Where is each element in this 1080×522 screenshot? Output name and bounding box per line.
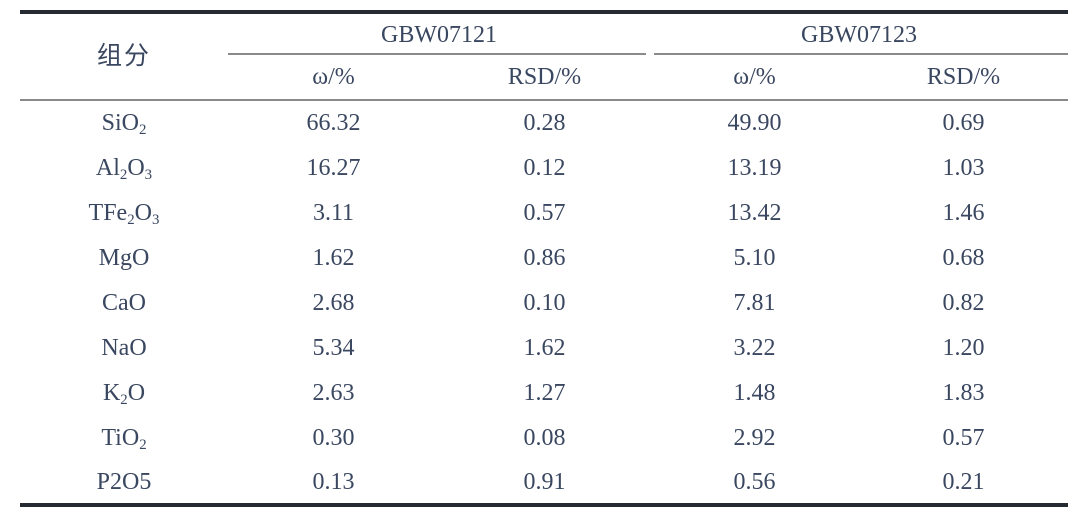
subcolumn-header-rsd-1: RSD/%	[439, 55, 650, 101]
value-cell: 13.19	[727, 154, 782, 181]
value-cell: 0.12	[523, 154, 566, 181]
analysis-results-table: 组分 GBW07121 GBW07123 ω/% RSD/% ω/% RSD/%…	[20, 10, 1068, 507]
component-cell: K2O	[102, 379, 146, 408]
table-row: Al2O3 16.27 0.12 13.19 1.03	[20, 145, 1068, 190]
component-cell: P2O5	[96, 468, 152, 495]
group-header-gbw07123: GBW07123	[650, 12, 1068, 55]
value-cell: 3.22	[733, 334, 776, 361]
subheader-row: ω/% RSD/% ω/% RSD/%	[20, 55, 1068, 101]
value-cell: 0.28	[523, 110, 566, 136]
value-cell: 0.08	[523, 424, 566, 451]
value-cell: 49.90	[727, 110, 782, 136]
subcolumn-header-rsd-2: RSD/%	[859, 55, 1068, 101]
value-cell: 1.83	[942, 379, 985, 406]
table-row: SiO2 66.32 0.28 49.90 0.69	[20, 100, 1068, 145]
value-cell: 5.10	[733, 244, 776, 271]
value-cell: 0.86	[523, 244, 566, 271]
value-cell: 0.13	[312, 468, 355, 495]
group-underline	[228, 53, 646, 55]
table-row: TFe2O3 3.11 0.57 13.42 1.46	[20, 190, 1068, 235]
value-cell: 0.82	[942, 289, 985, 316]
table-row: NaO 5.34 1.62 3.22 1.20	[20, 325, 1068, 370]
value-cell: 1.03	[942, 154, 985, 181]
value-cell: 1.20	[942, 334, 985, 361]
value-cell: 0.30	[312, 424, 355, 451]
subcolumn-header-omega-1: ω/%	[228, 55, 439, 101]
component-cell: MgO	[98, 244, 150, 271]
table-row: TiO2 0.30 0.08 2.92 0.57	[20, 415, 1068, 460]
value-cell: 0.57	[523, 199, 566, 226]
component-cell: Al2O3	[95, 154, 153, 183]
value-cell: 2.92	[733, 424, 776, 451]
component-cell: NaO	[101, 334, 147, 361]
subcolumn-header-omega-2: ω/%	[650, 55, 859, 101]
value-cell: 13.42	[727, 199, 782, 226]
component-column-header: 组分	[20, 12, 228, 101]
component-cell: TiO2	[101, 424, 147, 453]
value-cell: 16.27	[306, 154, 361, 181]
value-cell: 0.69	[942, 110, 985, 136]
value-cell: 2.63	[312, 379, 355, 406]
component-cell: CaO	[102, 289, 146, 316]
value-cell: 0.56	[733, 468, 776, 495]
value-cell: 66.32	[306, 110, 361, 136]
value-cell: 0.91	[523, 468, 566, 495]
value-cell: 2.68	[312, 289, 355, 316]
value-cell: 1.46	[942, 199, 985, 226]
table-header: 组分 GBW07121 GBW07123 ω/% RSD/% ω/% RSD/%	[20, 12, 1068, 101]
group-header-gbw07121: GBW07121	[228, 12, 650, 55]
value-cell: 0.21	[942, 468, 985, 495]
component-cell: SiO2	[101, 110, 147, 139]
value-cell: 7.81	[733, 289, 776, 316]
component-cell: TFe2O3	[88, 199, 160, 228]
value-cell: 1.62	[312, 244, 355, 271]
value-cell: 1.62	[523, 334, 566, 361]
table-row: MgO 1.62 0.86 5.10 0.68	[20, 235, 1068, 280]
value-cell: 0.10	[523, 289, 566, 316]
value-cell: 5.34	[312, 334, 355, 361]
table-row: CaO 2.68 0.10 7.81 0.82	[20, 280, 1068, 325]
group-header-label: GBW07123	[801, 21, 917, 48]
value-cell: 1.48	[733, 379, 776, 406]
value-cell: 0.57	[942, 424, 985, 451]
group-header-row: 组分 GBW07121 GBW07123	[20, 12, 1068, 101]
value-cell: 1.27	[523, 379, 566, 406]
value-cell: 3.11	[312, 199, 355, 226]
group-header-label: GBW07121	[381, 21, 497, 48]
table-row: P2O5 0.13 0.91 0.56 0.21	[20, 460, 1068, 505]
table-body: SiO2 66.32 0.28 49.90 0.69 Al2O3 16.27 0.12 13.1…	[20, 100, 1068, 505]
group-underline	[654, 53, 1068, 55]
value-cell: 0.68	[942, 244, 985, 271]
table-row: K2O 2.63 1.27 1.48 1.83	[20, 370, 1068, 415]
